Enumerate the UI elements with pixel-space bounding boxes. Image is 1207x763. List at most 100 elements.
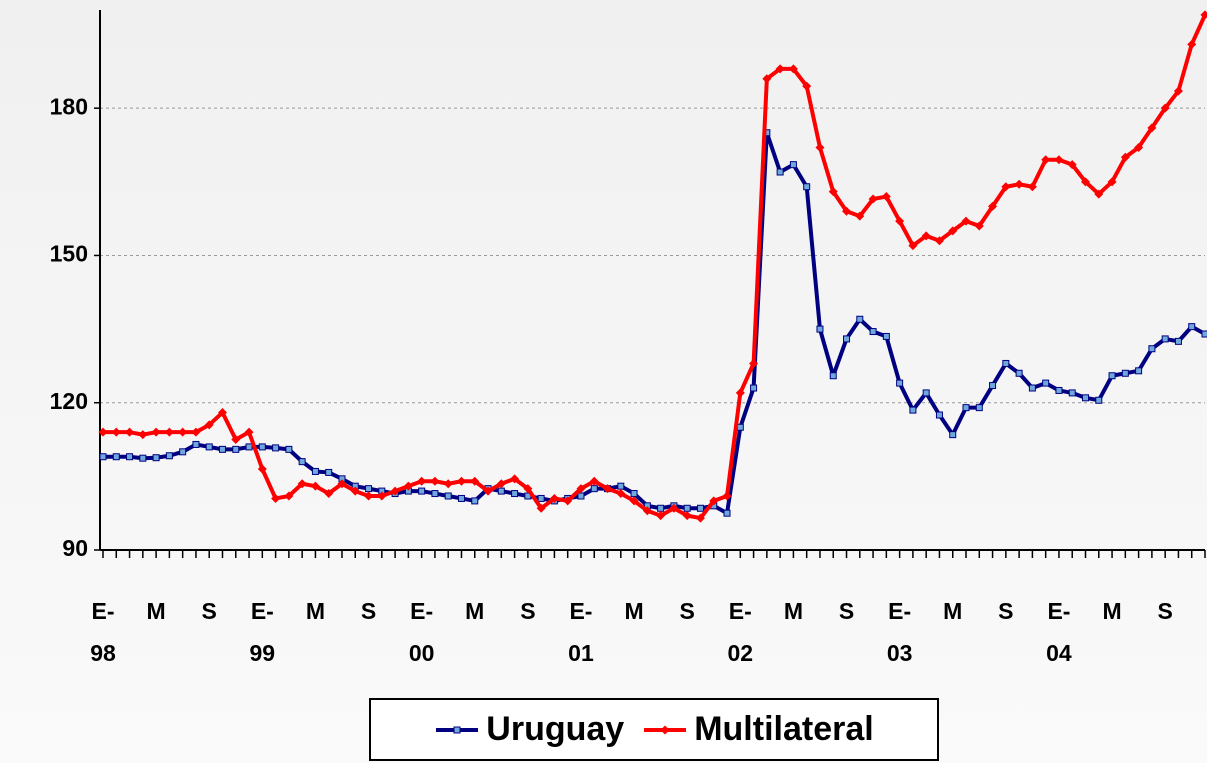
marker (660, 725, 670, 734)
y-tick-label: 90 (62, 535, 88, 561)
marker (762, 74, 772, 84)
marker (988, 201, 998, 211)
x-tick-label: M (624, 598, 644, 624)
x-tick-label: E- 04 (1046, 598, 1072, 666)
marker (749, 358, 759, 368)
marker (191, 427, 201, 437)
marker (630, 490, 638, 498)
marker (1068, 389, 1076, 397)
marker (722, 491, 732, 501)
marker (1094, 189, 1104, 199)
marker (418, 487, 426, 495)
marker (178, 427, 188, 437)
marker (1173, 86, 1183, 96)
x-tick-label: E- 01 (568, 598, 594, 666)
marker (1107, 177, 1117, 187)
marker (511, 490, 519, 498)
marker (802, 81, 812, 91)
marker (497, 487, 505, 495)
marker (271, 493, 281, 503)
x-tick-label: E- 03 (886, 598, 913, 666)
legend: Uruguay Multilateral (369, 698, 939, 761)
marker (365, 485, 373, 493)
marker (139, 454, 147, 462)
marker (350, 486, 360, 496)
marker (576, 484, 586, 494)
marker (510, 474, 520, 484)
legend-item: Uruguay (434, 710, 624, 749)
series-line (103, 130, 1206, 516)
marker (496, 479, 506, 489)
marker (563, 496, 573, 506)
marker (589, 476, 599, 486)
marker (895, 216, 905, 226)
marker (723, 509, 731, 517)
marker (257, 464, 267, 474)
marker (1187, 39, 1197, 49)
marker (1200, 10, 1207, 20)
marker (310, 481, 320, 491)
marker (656, 511, 666, 521)
marker (311, 467, 319, 475)
marker (617, 482, 625, 490)
marker (537, 494, 545, 502)
marker (921, 231, 931, 241)
marker (1188, 323, 1196, 331)
marker (192, 440, 200, 448)
marker (1081, 177, 1091, 187)
x-tick-label: S (201, 598, 217, 624)
marker (1041, 155, 1051, 165)
marker (948, 226, 958, 236)
marker (443, 479, 453, 489)
x-tick-label: M (305, 598, 325, 624)
marker (881, 192, 891, 202)
marker (1135, 367, 1143, 375)
marker (908, 241, 918, 251)
x-tick-label: M (1102, 598, 1122, 624)
marker (126, 453, 134, 461)
marker (1028, 384, 1036, 392)
marker (179, 448, 187, 456)
marker (444, 492, 452, 500)
marker (629, 496, 639, 506)
marker (989, 382, 997, 390)
marker (709, 496, 719, 506)
marker (165, 452, 173, 460)
marker (855, 211, 865, 221)
marker (683, 504, 691, 512)
marker (1067, 160, 1077, 170)
marker (1014, 179, 1024, 189)
y-tick-label: 180 (50, 93, 88, 119)
marker (523, 484, 533, 494)
marker (431, 490, 439, 498)
marker (471, 497, 479, 505)
marker (1055, 386, 1063, 394)
marker (536, 503, 546, 513)
y-tick-label: 150 (50, 241, 88, 267)
x-tick-label: M (943, 598, 963, 624)
x-tick-label: E- 00 (408, 598, 435, 666)
marker (962, 404, 970, 412)
plot: 90 120 150 180 (50, 10, 1207, 561)
marker (232, 445, 240, 453)
marker (642, 506, 652, 516)
x-tick-label: M (783, 598, 803, 624)
marker (245, 443, 253, 451)
marker (284, 491, 294, 501)
marker (244, 427, 254, 437)
marker (377, 491, 387, 501)
marker (483, 486, 493, 496)
marker (909, 406, 917, 414)
marker (842, 206, 852, 216)
marker (417, 476, 427, 486)
marker (112, 453, 120, 461)
marker (934, 236, 944, 246)
marker (657, 504, 665, 512)
marker (803, 183, 811, 191)
marker (297, 479, 307, 489)
marker (298, 458, 306, 466)
marker (590, 485, 598, 493)
series-line (103, 14, 1207, 521)
legend-label: Uruguay (486, 710, 625, 748)
x-tick-label: M (465, 598, 485, 624)
